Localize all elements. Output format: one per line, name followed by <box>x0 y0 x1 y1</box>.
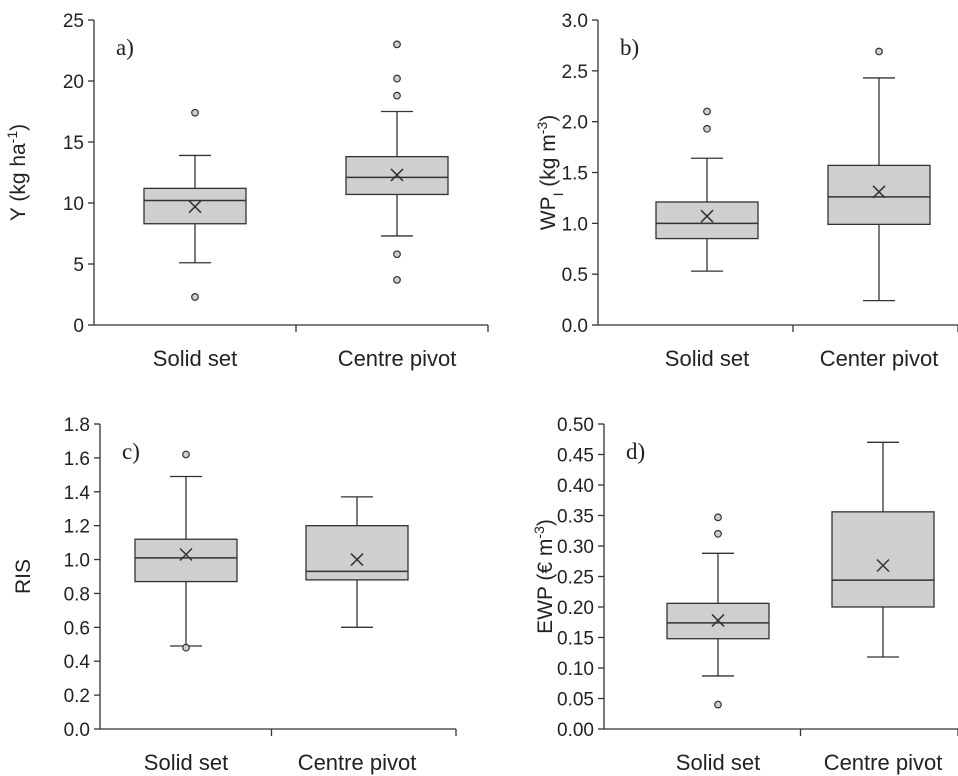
outlier-point <box>393 40 401 49</box>
mean-marker <box>876 558 890 573</box>
y-tick-label: 1.2 <box>64 517 90 538</box>
x-category-label: Centre pivot <box>824 750 943 775</box>
panel-b: 0.0 0.5 1.0 1.5 2.0 2.5 3.0 Solid set Center piv… <box>534 11 958 371</box>
y-tick-label: 1.0 <box>562 214 588 235</box>
box-1 <box>134 450 238 652</box>
iqr-box <box>827 164 931 225</box>
x-category-label: Center pivot <box>820 346 939 371</box>
outlier-point <box>393 275 401 284</box>
outlier-point <box>393 250 401 259</box>
y-tick-label: 0.5 <box>562 265 588 286</box>
outlier-point <box>393 74 401 83</box>
y-tick-label: 0.10 <box>557 659 594 680</box>
mean-marker <box>179 547 193 562</box>
outlier-point <box>191 108 199 117</box>
panel-label: a) <box>116 35 134 60</box>
panel-label: c) <box>122 439 140 464</box>
y-tick-label: 1.5 <box>562 164 588 185</box>
y-tick-label: 0.2 <box>64 686 90 707</box>
box-2 <box>831 441 935 658</box>
iqr-box <box>134 538 238 583</box>
outlier-point <box>703 107 711 116</box>
y-tick-label: 0.50 <box>557 415 594 436</box>
y-tick-label: 0.15 <box>557 629 594 650</box>
x-category-label: Solid set <box>153 346 237 371</box>
mean-marker <box>390 168 404 182</box>
outlier-point <box>714 529 722 538</box>
x-category-label: Solid set <box>144 750 228 775</box>
y-tick-label: 0.8 <box>64 584 90 605</box>
y-tick-label: 0.45 <box>557 446 594 467</box>
box-1 <box>143 108 247 301</box>
outlier-point <box>714 513 722 522</box>
y-tick-label: 3.0 <box>562 11 588 32</box>
y-tick-label: 0.05 <box>557 690 594 711</box>
y-tick-label: 2.5 <box>562 62 588 83</box>
y-tick-label: 25 <box>63 11 84 32</box>
panel-d: 0.00 0.05 0.10 0.15 0.20 0.25 0.30 0.35 0.40 0.45… <box>531 415 958 775</box>
mean-marker <box>700 209 714 223</box>
mean-marker <box>188 200 202 214</box>
panel-a: 0 5 10 15 20 25 Solid set Centre pivot a) Y (kg h… <box>4 11 489 371</box>
y-tick-label: 0.25 <box>557 568 594 589</box>
box-2 <box>345 40 449 284</box>
y-tick-label: 0.30 <box>557 537 594 558</box>
outlier-point <box>182 643 190 652</box>
y-tick-label: 1.4 <box>64 483 91 504</box>
outlier-point <box>703 124 711 133</box>
y-tick-label: 10 <box>63 194 84 215</box>
y-tick-label: 0.6 <box>64 618 90 639</box>
y-tick-label: 0.0 <box>562 316 588 337</box>
y-axis-title: WPI (kg m-3) <box>534 115 566 231</box>
mean-marker <box>350 553 364 567</box>
panel-label: d) <box>626 439 645 464</box>
y-tick-label: 0.0 <box>64 720 90 741</box>
iqr-box <box>655 201 759 240</box>
y-tick-label: 0.00 <box>557 720 594 741</box>
x-category-label: Solid set <box>676 750 760 775</box>
mean-marker <box>872 185 886 199</box>
mean-marker <box>711 613 725 627</box>
y-tick-label: 0.4 <box>64 652 91 673</box>
y-tick-label: 1.8 <box>64 415 90 436</box>
outlier-point <box>714 700 722 709</box>
y-tick-label: 0.20 <box>557 598 594 619</box>
y-tick-label: 15 <box>63 133 84 154</box>
outlier-point <box>191 293 199 301</box>
outlier-point <box>182 450 190 459</box>
iqr-box <box>831 511 935 608</box>
box-1 <box>655 107 759 272</box>
y-tick-label: 0 <box>73 316 84 337</box>
y-tick-label: 5 <box>73 255 84 276</box>
y-tick-label: 1.0 <box>64 551 90 572</box>
box-2 <box>305 496 409 628</box>
outlier-point <box>393 91 401 100</box>
x-category-label: Solid set <box>665 346 749 371</box>
x-category-label: Centre pivot <box>338 346 457 371</box>
y-tick-label: 0.35 <box>557 507 594 528</box>
y-axis-title: RIS <box>12 559 35 594</box>
box-1 <box>666 513 770 709</box>
y-tick-label: 2.0 <box>562 113 588 134</box>
y-axis-title: EWP (€ m-3) <box>531 519 557 634</box>
panel-c: 0.0 0.2 0.4 0.6 0.8 1.0 1.2 1.4 1.6 1.8 Solid set C… <box>12 415 457 775</box>
panel-label: b) <box>620 35 639 60</box>
y-tick-label: 20 <box>63 72 84 93</box>
y-tick-label: 1.6 <box>64 449 90 470</box>
y-axis-title: Y (kg ha-1) <box>4 124 30 221</box>
x-category-label: Centre pivot <box>298 750 417 775</box>
box-2 <box>827 47 931 302</box>
y-tick-label: 0.40 <box>557 476 594 497</box>
outlier-point <box>875 47 883 56</box>
